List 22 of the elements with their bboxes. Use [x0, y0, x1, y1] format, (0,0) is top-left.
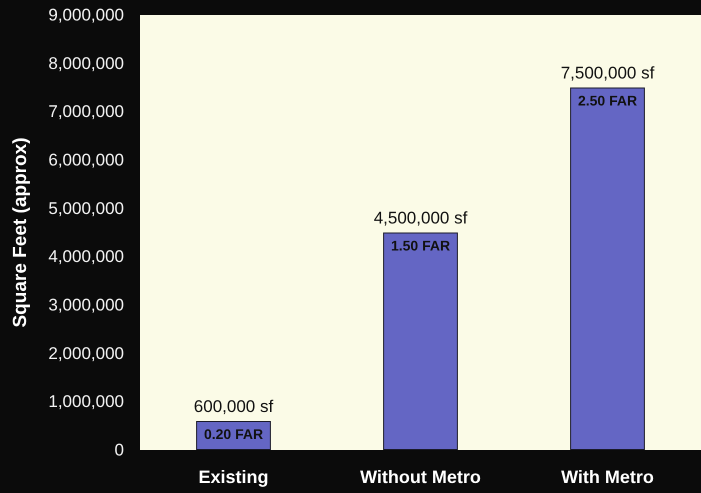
y-tick-label: 3,000,000	[48, 296, 124, 314]
y-tick-label: 7,000,000	[48, 102, 124, 122]
y-tick-label: 9,000,000	[48, 6, 124, 24]
data-label: 4,500,000 sf	[374, 208, 468, 228]
bar	[383, 232, 458, 450]
y-tick-label: 0	[114, 440, 124, 460]
y-tick-label: 6,000,000	[48, 150, 124, 170]
y-axis-title: Square Feet (approx)	[10, 137, 31, 328]
bar	[570, 88, 645, 450]
y-tick-label: 1,000,000	[48, 392, 124, 412]
annotation: 1.50 FAR	[390, 238, 450, 254]
annotation: 0.20 FAR	[204, 426, 264, 442]
x-tick-label: Existing	[198, 467, 269, 487]
y-tick-label: 5,000,000	[48, 198, 124, 218]
data-label: 600,000 sf	[194, 397, 274, 416]
data-label: 7,500,000 sf	[560, 64, 655, 82]
x-tick-label: With Metro	[561, 467, 654, 487]
x-tick-label: Without Metro	[360, 467, 481, 487]
annotation: 2.50 FAR	[578, 92, 638, 108]
y-tick-label: 2,000,000	[48, 344, 124, 363]
y-tick-label: 8,000,000	[48, 54, 124, 73]
y-tick-label: 4,000,000	[48, 247, 124, 266]
